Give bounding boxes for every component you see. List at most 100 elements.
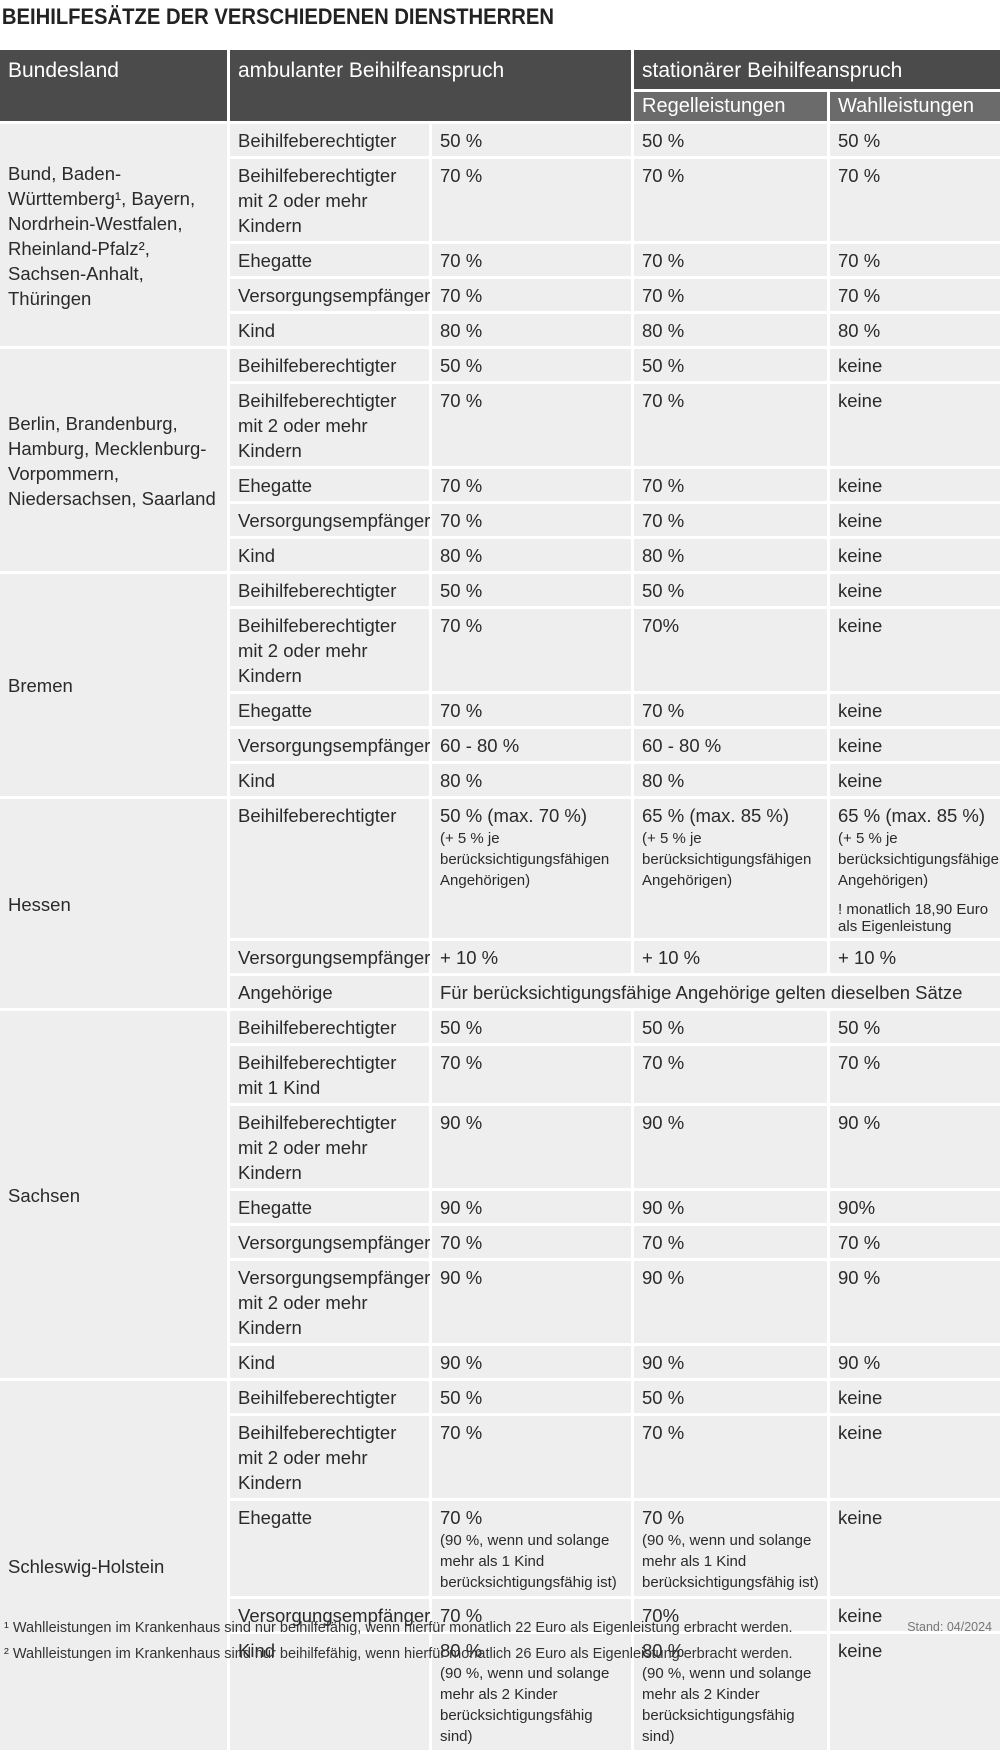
rate-cell: 50 % bbox=[634, 1011, 828, 1043]
state-cell: Schleswig-Holstein bbox=[0, 1381, 227, 1750]
title: BEIHILFESÄTZE DER VERSCHIEDENEN DIENSTHE… bbox=[1, 4, 555, 29]
stand-date: Stand: 04/2024 bbox=[907, 1620, 992, 1634]
rate-note: (90 %, wenn und solange mehr als 1 Kind … bbox=[440, 1532, 617, 1591]
person-cell: Ehegatte bbox=[230, 1191, 429, 1223]
rate-cell: + 10 % bbox=[830, 941, 1000, 973]
rate-cell: Für berücksichtigungsfähige Angehörige g… bbox=[432, 976, 1000, 1008]
rate-cell: 65 % (max. 85 %) (+ 5 % je berücksichtigu… bbox=[634, 799, 828, 938]
footnote: ¹ Wahlleistungen im Krankenhaus sind nur… bbox=[4, 1620, 793, 1636]
rate-cell: 80 % bbox=[432, 314, 632, 346]
person-cell: Beihilfeberechtigter mit 2 oder mehr Kin… bbox=[230, 384, 429, 466]
person-cell: Beihilfeberechtigter mit 2 oder mehr Kin… bbox=[230, 609, 429, 691]
person-cell: Beihilfeberechtigter bbox=[230, 1011, 429, 1043]
rate-cell: 70 % bbox=[634, 469, 828, 501]
rate-cell: keine bbox=[830, 574, 1000, 606]
rate-cell: 80 % bbox=[432, 764, 632, 796]
table-row: Beihilfeberechtigter mit 2 oder mehr Kin… bbox=[0, 1106, 1000, 1188]
table-row: Kind 80 % 80 % 80 % bbox=[0, 314, 1000, 346]
rate-cell: 70 % bbox=[432, 1599, 632, 1631]
rate-cell: keine bbox=[830, 1501, 1000, 1596]
rate-cell: 70 % bbox=[634, 159, 828, 241]
table-row: Versorgungsempfänger 60 - 80 % 60 - 80 % ke… bbox=[0, 729, 1000, 761]
rate-cell: 80 % bbox=[432, 539, 632, 571]
rate-cell: 50 % bbox=[830, 124, 1000, 156]
rate-cell: 80 % bbox=[634, 539, 828, 571]
state-cell: Bremen bbox=[0, 574, 227, 796]
state-cell: Bund, Baden-Württemberg¹, Bayern, Nordrh… bbox=[0, 124, 227, 346]
person-cell: Ehegatte bbox=[230, 1501, 429, 1596]
rate-value: 80 % bbox=[440, 1640, 483, 1661]
rate-cell: 50 % bbox=[634, 124, 828, 156]
table-body: Bund, Baden-Württemberg¹, Bayern, Nordrh… bbox=[0, 124, 1000, 1750]
rate-cell: 70 % bbox=[634, 1046, 828, 1103]
person-cell: Kind bbox=[230, 1346, 429, 1378]
rate-cell: keine bbox=[830, 1599, 1000, 1631]
rate-cell: 70 % bbox=[830, 244, 1000, 276]
person-cell: Beihilfeberechtigter mit 1 Kind bbox=[230, 1046, 429, 1103]
table-header: Bundesland ambulanter Beihilfeanspruch s… bbox=[0, 50, 1000, 121]
person-cell: Beihilfeberechtigter mit 2 oder mehr Kin… bbox=[230, 1416, 429, 1498]
person-cell: Beihilfeberechtigter bbox=[230, 349, 429, 381]
rate-cell: 70 % (90 %, wenn und solange mehr als 1 K… bbox=[432, 1501, 632, 1596]
rate-cell: 90 % bbox=[634, 1261, 828, 1343]
rate-cell: 90 % bbox=[830, 1106, 1000, 1188]
table-row: Ehegatte 90 % 90 % 90% bbox=[0, 1191, 1000, 1223]
rate-note: (90 %, wenn und solange mehr als 1 Kind … bbox=[642, 1532, 819, 1591]
person-cell: Kind bbox=[230, 764, 429, 796]
rate-cell: 70 % bbox=[634, 1416, 828, 1498]
rate-cell: 50 % bbox=[634, 1381, 828, 1413]
rate-value: 65 % (max. 85 %) bbox=[838, 805, 986, 826]
rate-cell: 70% bbox=[634, 1599, 828, 1631]
rate-cell: 50 % bbox=[432, 349, 632, 381]
rate-cell: 70 % bbox=[634, 384, 828, 466]
person-cell: Versorgungsempfänger mit 2 oder mehr Kin… bbox=[230, 1261, 430, 1343]
table-row: Ehegatte 70 % 70 % 70 % bbox=[0, 244, 1000, 276]
header-cell: Bundesland bbox=[0, 50, 227, 121]
person-cell: Versorgungsempfänger bbox=[230, 1226, 430, 1258]
footnote: ² Wahlleistungen im Krankenhaus sind nur… bbox=[4, 1646, 793, 1662]
rate-cell: 90 % bbox=[830, 1261, 1000, 1343]
table-row: Ehegatte 70 % 70 % keine bbox=[0, 694, 1000, 726]
rate-cell: 70 % bbox=[432, 504, 632, 536]
table-row: Kind 90 % 90 % 90 % bbox=[0, 1346, 1000, 1378]
rate-cell: 90 % bbox=[432, 1106, 632, 1188]
table-row: Berlin, Brandenburg, Hamburg, Mecklenbur… bbox=[0, 349, 1000, 571]
rate-note: (90 %, wenn und solange mehr als 2 Kinde… bbox=[440, 1665, 610, 1745]
rate-cell: 70 % bbox=[432, 159, 632, 241]
table-row: Beihilfeberechtigter mit 1 Kind 70 % 70 % 7… bbox=[0, 1046, 1000, 1103]
table-row: Angehörige Für berücksichtigungsfähige An… bbox=[0, 976, 1000, 1008]
rate-cell: 70 % bbox=[634, 244, 828, 276]
table-row: Versorgungsempfänger + 10 % + 10 % + 10 % bbox=[0, 941, 1000, 973]
rate-cell: 50 % bbox=[634, 349, 828, 381]
rate-cell: 90% bbox=[830, 1191, 1000, 1223]
rate-cell: keine bbox=[830, 609, 1000, 691]
table-row: Versorgungsempfänger 70 % 70 % keine bbox=[0, 504, 1000, 536]
rate-cell: 80 % bbox=[634, 764, 828, 796]
rate-cell: 50 % bbox=[432, 1381, 632, 1413]
table-row: Kind 80 % 80 % keine bbox=[0, 764, 1000, 796]
rate-cell: 90 % bbox=[634, 1191, 828, 1223]
rate-cell: keine bbox=[830, 1381, 1000, 1413]
rate-note: (90 %, wenn und solange mehr als 2 Kinde… bbox=[642, 1665, 812, 1745]
table-row: Versorgungsempfänger 70 % 70 % 70 % bbox=[0, 1226, 1000, 1258]
header-cell: ambulanter Beihilfeanspruch bbox=[230, 50, 632, 121]
rate-cell: 90 % bbox=[634, 1346, 828, 1378]
person-cell: Kind bbox=[230, 539, 429, 571]
rate-cell: 70 % bbox=[634, 504, 828, 536]
state-cell: Sachsen bbox=[0, 1011, 227, 1378]
person-cell: Ehegatte bbox=[230, 469, 429, 501]
person-cell: Kind bbox=[230, 314, 429, 346]
rate-value: 80 % bbox=[642, 1640, 685, 1661]
person-cell: Angehörige bbox=[230, 976, 429, 1008]
rates-table: Bundesland ambulanter Beihilfeanspruch s… bbox=[0, 47, 1000, 1753]
page: BEIHILFESÄTZE DER VERSCHIEDENEN DIENSTHE… bbox=[0, 4, 1000, 1750]
rate-cell: keine bbox=[830, 729, 1000, 761]
person-cell: Beihilfeberechtigter bbox=[230, 124, 429, 156]
rate-cell: 70 % bbox=[634, 1226, 828, 1258]
rate-cell: keine bbox=[830, 384, 1000, 466]
state-cell: Hessen bbox=[0, 799, 227, 1008]
table-row: Ehegatte 70 % 70 % keine bbox=[0, 469, 1000, 501]
rate-cell: 50 % bbox=[634, 574, 828, 606]
rate-cell: 70 % bbox=[432, 1416, 632, 1498]
rate-cell: 70 % bbox=[432, 469, 632, 501]
